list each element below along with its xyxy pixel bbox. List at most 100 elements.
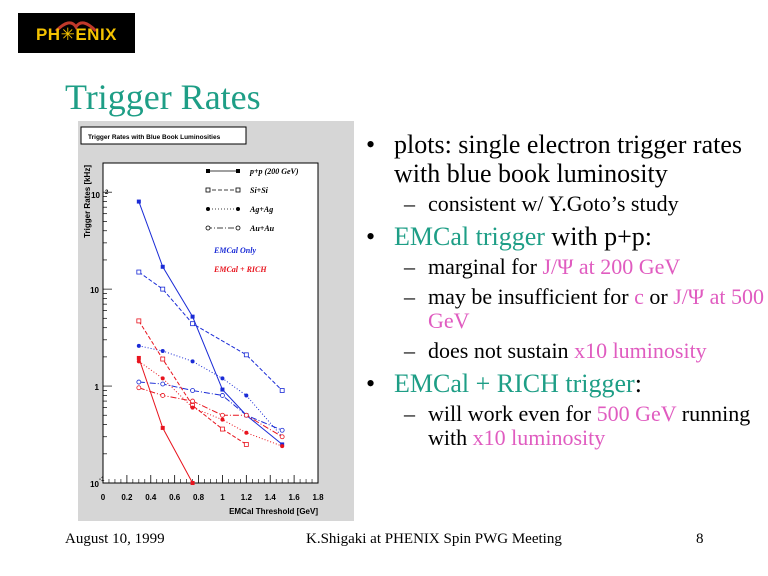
marker-point [244, 393, 249, 398]
marker-point [235, 225, 241, 231]
text-run: : [634, 369, 642, 398]
bullet-dot-icon: • [366, 369, 376, 398]
marker-point [205, 187, 211, 193]
marker-point [160, 381, 166, 387]
marker-point [190, 405, 195, 410]
y-tick-label: 10 [90, 480, 99, 489]
marker-point [160, 376, 165, 381]
marker-point [160, 393, 166, 398]
y-axis-label: Trigger Rates [kHz] [83, 165, 92, 238]
phenix-logo: PH✳ENIX [18, 13, 135, 53]
marker-point [160, 264, 165, 269]
x-axis-label: EMCal Threshold [GeV] [229, 507, 318, 516]
bullet-text: plots: single electron trigger rates wit… [394, 130, 743, 188]
phoenix-wings-icon [54, 21, 98, 33]
dash-icon: – [404, 401, 415, 426]
sub-bullet-item: – marginal for J/Ψ at 200 GeV [364, 255, 764, 279]
chart-title-box [80, 126, 247, 145]
marker-point [160, 356, 166, 362]
x-tick-label: 1.6 [289, 493, 301, 502]
series-line [138, 320, 247, 445]
sub-bullet-item: – may be insufficient for c or J/Ψ at 500… [364, 285, 764, 333]
y-tick-label: 10 [90, 286, 99, 295]
legend-group-label: EMCal Only [213, 246, 256, 255]
text-run: x10 luminosity [574, 338, 707, 363]
marker-point [236, 169, 240, 173]
y-tick-exponent: 2 [105, 190, 109, 196]
legend-label: Si+Si [250, 186, 269, 195]
marker-point [205, 225, 211, 231]
text-run: running with [428, 401, 751, 450]
chart-title: Trigger Rates with Blue Book Luminositie… [88, 134, 221, 141]
dash-icon: – [404, 284, 415, 309]
marker-point [220, 376, 225, 381]
x-tick-label: 1.8 [312, 493, 324, 502]
bullet-item: • EMCal trigger with p+p: [364, 222, 764, 251]
marker-point [136, 343, 141, 348]
marker-point [136, 269, 142, 275]
dash-icon: – [404, 254, 415, 279]
bullet-dot-icon: • [366, 130, 376, 159]
footer-date: August 10, 1999 [65, 531, 165, 547]
marker-point [206, 207, 210, 211]
text-run: c [634, 284, 644, 309]
marker-point [136, 355, 141, 360]
marker-point [160, 425, 165, 430]
marker-point [243, 412, 249, 418]
marker-point [220, 426, 225, 432]
marker-point [136, 379, 142, 385]
marker-point [160, 286, 166, 292]
marker-point [190, 314, 195, 319]
logo-text: PH✳ENIX [35, 25, 118, 44]
trigger-rate-plot: Trigger Rates with Blue Book Luminositie… [78, 121, 354, 521]
marker-point [220, 412, 225, 418]
x-tick-label: 0 [101, 493, 106, 502]
footer-center: K.Shigaki at PHENIX Spin PWG Meeting [306, 531, 562, 547]
x-tick-label: 0.6 [169, 493, 181, 502]
legend-label: Au+Au [249, 224, 275, 233]
y-tick-label: 10 [91, 191, 100, 200]
series-line [138, 381, 283, 431]
legend-label: p+p (200 GeV) [249, 167, 299, 176]
legend-group-label: EMCal + RICH [213, 265, 267, 274]
bullet-item: • EMCal + RICH trigger: [364, 369, 764, 398]
x-tick-label: 0.8 [193, 493, 205, 502]
text-run: EMCal trigger [394, 222, 545, 251]
dash-icon: – [404, 191, 415, 216]
marker-point [190, 481, 195, 485]
text-run: may be insufficient for [428, 284, 635, 309]
marker-point [279, 388, 285, 393]
marker-point [190, 398, 195, 404]
series-line [138, 360, 283, 447]
marker-point [235, 187, 241, 193]
chart-svg: Trigger Rates with Blue Book Luminositie… [80, 126, 324, 516]
marker-point [280, 444, 285, 449]
bullet-list: • plots: single electron trigger rates wi… [364, 130, 764, 456]
x-tick-label: 0.4 [145, 493, 157, 502]
y-tick-label: 1 [95, 383, 100, 392]
marker-point [220, 393, 225, 398]
text-run: or [643, 284, 674, 309]
text-run: J/Ψ at 500 GeV [428, 284, 764, 333]
x-tick-label: 1.4 [265, 493, 277, 502]
text-run: J/Ψ at 200 GeV [542, 254, 681, 279]
marker-point [190, 359, 195, 364]
text-run: will work even for [428, 401, 597, 426]
marker-point [236, 207, 240, 211]
marker-point [220, 417, 225, 422]
marker-point [279, 427, 285, 433]
text-run: 500 GeV [596, 401, 677, 426]
sub-bullet-item: – consistent w/ Y.Goto’s study [364, 192, 764, 216]
plot-frame [102, 162, 319, 484]
marker-point [136, 385, 142, 391]
bullet-item: • plots: single electron trigger rates wi… [364, 130, 764, 188]
marker-point [136, 318, 142, 324]
marker-point [244, 430, 249, 435]
text-run: marginal for [428, 254, 543, 279]
marker-point [206, 169, 210, 173]
marker-point [279, 434, 285, 440]
marker-point [190, 388, 195, 393]
x-tick-label: 1 [220, 493, 225, 502]
sub-bullet-item: – does not sustain x10 luminosity [364, 339, 764, 363]
marker-point [160, 348, 165, 353]
